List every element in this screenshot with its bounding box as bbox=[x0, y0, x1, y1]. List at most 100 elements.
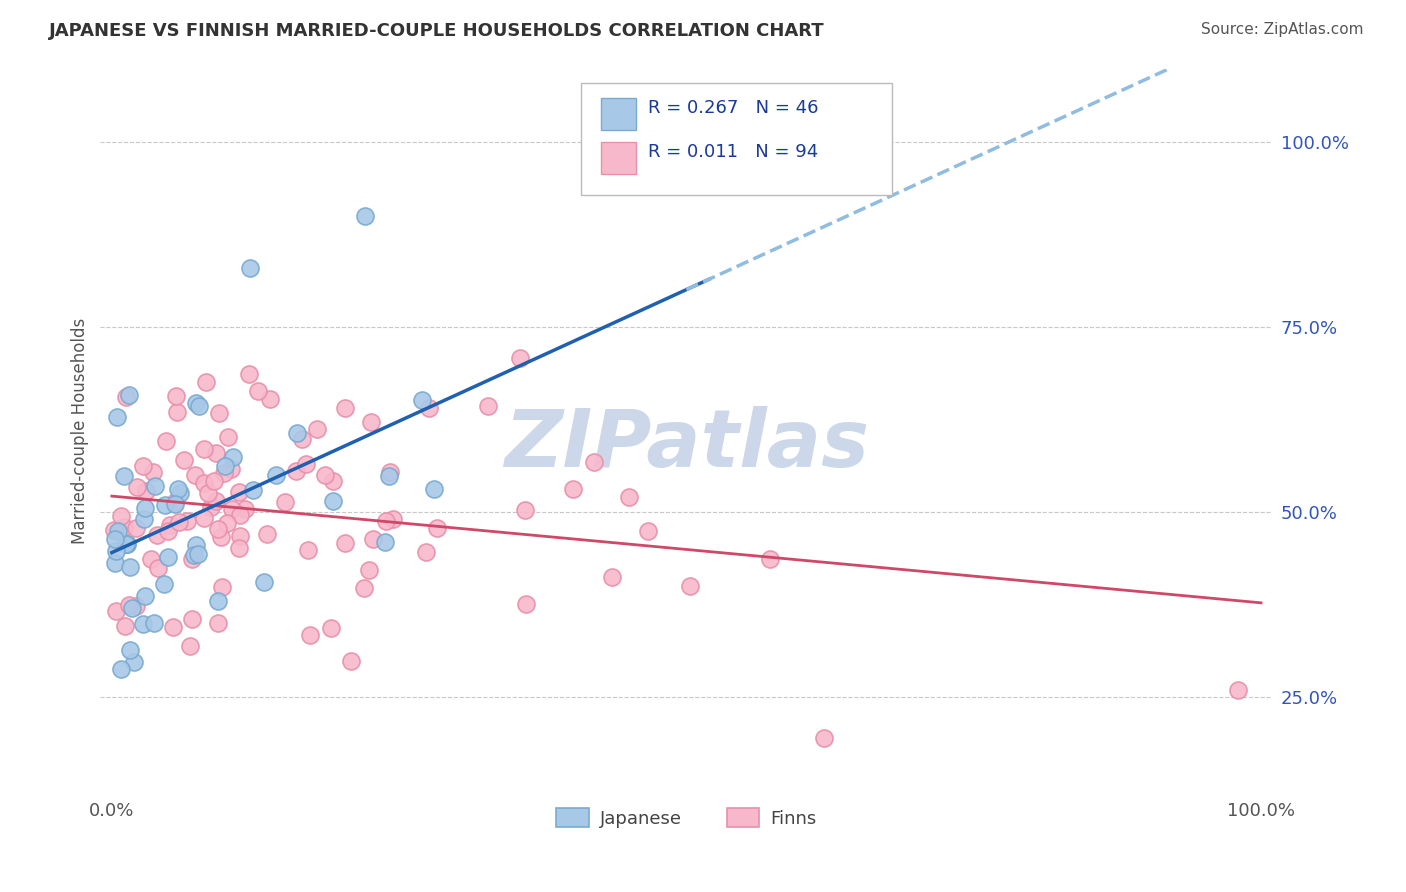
Legend: Japanese, Finns: Japanese, Finns bbox=[550, 801, 824, 835]
Point bbox=[333, 536, 356, 550]
Point bbox=[153, 576, 176, 591]
Bar bbox=[600, 142, 636, 174]
Point bbox=[200, 500, 222, 514]
Point bbox=[114, 390, 136, 404]
Point bbox=[117, 598, 139, 612]
Point bbox=[375, 514, 398, 528]
Text: ZIPatlas: ZIPatlas bbox=[503, 407, 869, 484]
Point bbox=[187, 547, 209, 561]
Point bbox=[212, 467, 235, 481]
Point bbox=[321, 493, 343, 508]
Point bbox=[193, 476, 215, 491]
Point bbox=[562, 482, 585, 496]
Point bbox=[195, 375, 218, 389]
Point bbox=[758, 551, 780, 566]
Point bbox=[135, 484, 157, 499]
Point bbox=[110, 662, 132, 676]
Point bbox=[360, 415, 382, 429]
Point bbox=[274, 495, 297, 509]
Point bbox=[120, 560, 142, 574]
Point bbox=[179, 640, 201, 654]
Point bbox=[169, 485, 191, 500]
Point bbox=[146, 528, 169, 542]
Point bbox=[153, 498, 176, 512]
FancyBboxPatch shape bbox=[581, 83, 891, 195]
Point bbox=[285, 425, 308, 440]
Point bbox=[247, 384, 270, 399]
Point bbox=[515, 503, 537, 517]
Point bbox=[112, 520, 135, 534]
Point bbox=[217, 430, 239, 444]
Point bbox=[121, 601, 143, 615]
Point bbox=[132, 512, 155, 526]
Point bbox=[183, 468, 205, 483]
Point bbox=[583, 455, 606, 469]
Point bbox=[357, 563, 380, 577]
Point bbox=[319, 621, 342, 635]
Point bbox=[181, 612, 204, 626]
Point bbox=[233, 501, 256, 516]
Point bbox=[221, 502, 243, 516]
Point bbox=[208, 406, 231, 420]
Point bbox=[637, 524, 659, 539]
Point bbox=[114, 619, 136, 633]
Point bbox=[259, 392, 281, 406]
Point bbox=[238, 367, 260, 381]
Point bbox=[183, 548, 205, 562]
Point bbox=[142, 466, 165, 480]
Point bbox=[112, 468, 135, 483]
Point bbox=[214, 458, 236, 473]
Point bbox=[411, 392, 433, 407]
Point bbox=[134, 501, 156, 516]
Point bbox=[173, 453, 195, 467]
Point bbox=[307, 422, 329, 436]
Point bbox=[374, 535, 396, 549]
Point bbox=[105, 544, 128, 558]
Point bbox=[207, 594, 229, 608]
Point bbox=[239, 261, 262, 276]
Point bbox=[118, 388, 141, 402]
Point bbox=[228, 541, 250, 555]
Point bbox=[184, 396, 207, 410]
Point bbox=[105, 410, 128, 425]
Point bbox=[167, 482, 190, 496]
Point bbox=[678, 579, 700, 593]
Point bbox=[228, 529, 250, 543]
Point bbox=[229, 508, 252, 522]
Point bbox=[222, 450, 245, 464]
Point bbox=[104, 532, 127, 546]
Point bbox=[418, 401, 440, 416]
Point bbox=[377, 469, 399, 483]
Point bbox=[211, 581, 233, 595]
Point bbox=[207, 522, 229, 536]
Point bbox=[103, 523, 125, 537]
Point bbox=[117, 537, 139, 551]
Point bbox=[146, 561, 169, 575]
Point bbox=[132, 458, 155, 473]
Point bbox=[291, 432, 314, 446]
Point bbox=[242, 483, 264, 497]
Point bbox=[515, 597, 537, 611]
Point bbox=[117, 537, 139, 551]
Point bbox=[176, 514, 198, 528]
Point bbox=[264, 468, 287, 483]
Point bbox=[143, 478, 166, 492]
Point bbox=[294, 457, 316, 471]
Point bbox=[253, 575, 276, 590]
Point bbox=[207, 615, 229, 630]
Point bbox=[105, 604, 128, 618]
Point bbox=[180, 552, 202, 566]
Point bbox=[381, 512, 404, 526]
Point bbox=[1227, 682, 1250, 697]
Text: JAPANESE VS FINNISH MARRIED-COUPLE HOUSEHOLDS CORRELATION CHART: JAPANESE VS FINNISH MARRIED-COUPLE HOUSE… bbox=[49, 22, 825, 40]
Point bbox=[125, 521, 148, 535]
Text: R = 0.267   N = 46: R = 0.267 N = 46 bbox=[648, 99, 818, 117]
Point bbox=[204, 493, 226, 508]
Point bbox=[314, 467, 336, 482]
Point bbox=[120, 642, 142, 657]
Point bbox=[165, 389, 187, 403]
Point bbox=[165, 495, 187, 509]
Point bbox=[415, 545, 437, 559]
Point bbox=[110, 509, 132, 524]
Point bbox=[166, 405, 188, 419]
